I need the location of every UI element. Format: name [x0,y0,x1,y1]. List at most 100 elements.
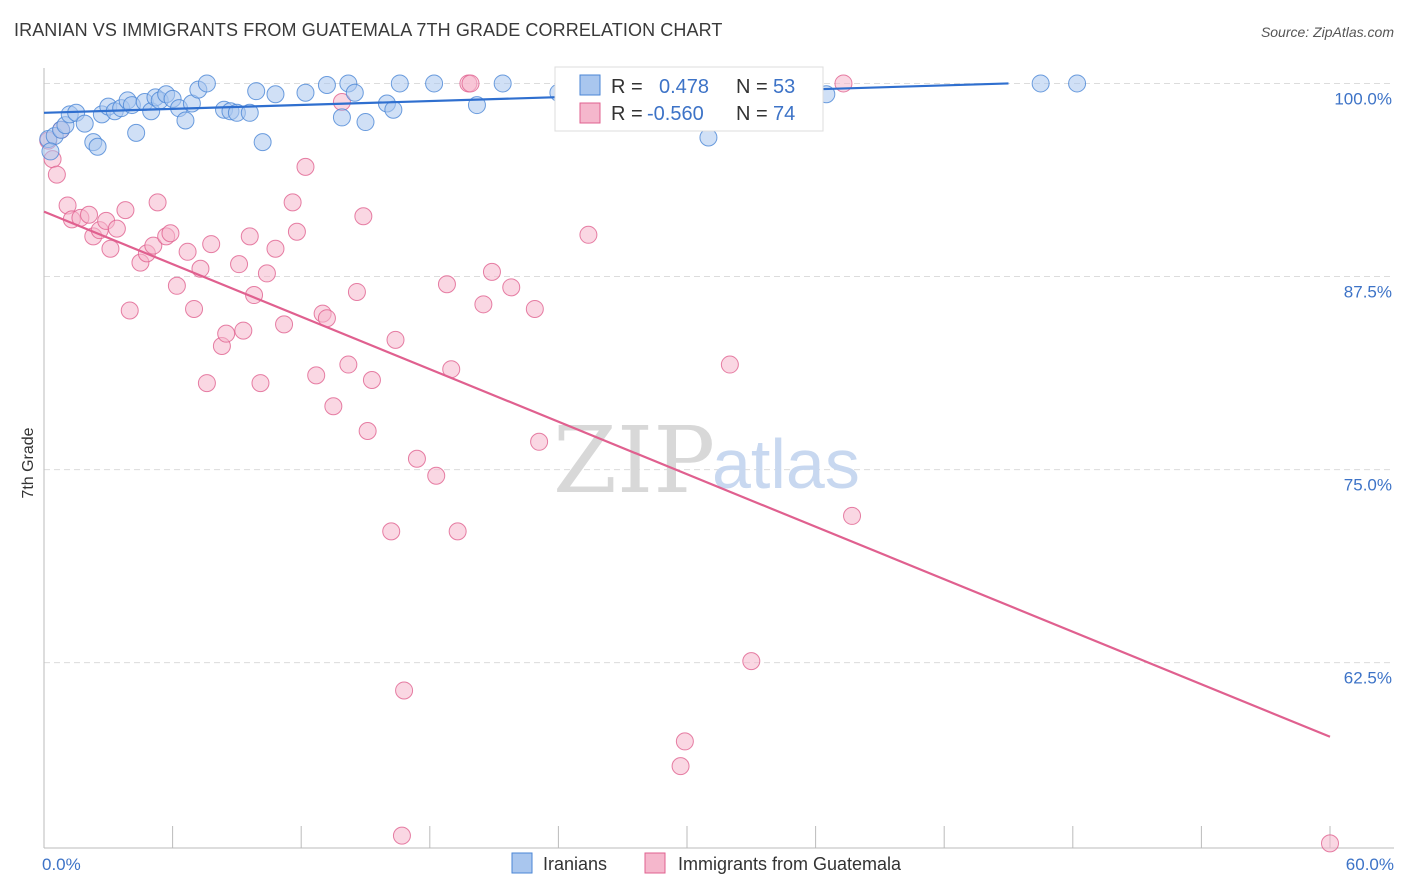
iranian-point [493,74,512,93]
iranian-point [75,114,94,133]
legend-swatch-iranians [579,74,601,96]
iranian-point [699,128,718,147]
y-tick-label: 100.0% [1334,89,1392,108]
guatemala-point [324,397,343,416]
iranian-point [41,142,60,161]
legend-n-value-1: 53 [773,76,795,98]
trendline-guatemala [43,210,1331,738]
iranian-point [176,111,195,130]
guatemala-point [407,449,426,468]
iranian-point [345,83,364,102]
guatemala-point [161,224,180,243]
chart-title: IRANIAN VS IMMIGRANTS FROM GUATEMALA 7TH… [14,20,723,40]
guatemala-point [230,255,249,274]
watermark: ZIP atlas [553,407,860,514]
x-tick-label-min: 0.0% [42,855,81,874]
data-points [39,74,1339,853]
legend-n-label-1: N = [736,76,768,98]
iranian-point [390,74,409,93]
trend-lines [43,82,1331,738]
source-credit: Source: ZipAtlas.com [1260,24,1394,40]
x-tick-label-max: 60.0% [1346,855,1394,874]
guatemala-point [197,374,216,393]
iranian-point [1031,74,1050,93]
iranian-point [332,108,351,127]
trendline-iranians [43,82,1009,114]
y-tick-label: 87.5% [1344,283,1392,302]
bottom-legend-iranians: Iranians [543,854,607,874]
guatemala-point [354,207,373,226]
legend-r-label-1: R = [611,76,643,98]
guatemala-point [437,275,456,294]
iranian-point [197,74,216,93]
iranian-point [253,133,272,152]
guatemala-point [217,324,236,343]
iranian-point [356,113,375,132]
guatemala-point [461,74,480,93]
guatemala-point [579,225,598,244]
legend-r-value-2: -0.560 [647,103,704,125]
legend-r-value-1: 0.478 [659,76,709,98]
guatemala-point [47,165,66,184]
legend-swatch-guatemala [579,102,601,124]
guatemala-point [266,239,285,258]
bottom-legend-swatch-guatemala [644,852,666,874]
guatemala-point [347,282,366,301]
iranian-point [266,85,285,104]
iranian-point [127,123,146,142]
guatemala-point [502,278,521,297]
guatemala-point [257,264,276,283]
y-tick-label: 62.5% [1344,669,1392,688]
guatemala-point [167,276,186,295]
y-axis-label: 7th Grade [20,427,37,498]
guatemala-point [392,826,411,845]
guatemala-point [234,321,253,340]
guatemala-point [116,201,135,220]
guatemala-point [382,522,401,541]
guatemala-point [148,193,167,212]
guatemala-point [144,236,163,255]
guatemala-point [240,227,259,246]
guatemala-point [448,522,467,541]
iranian-point [88,137,107,156]
correlation-legend: R = 0.478 N = 53 R = -0.560 N = 74 [554,66,824,132]
x-tick-labels: 0.0% 60.0% [42,855,1394,874]
iranian-point [296,83,315,102]
iranian-point [384,100,403,119]
guatemala-point [530,432,549,451]
guatemala-point [525,299,544,318]
iranian-point [240,103,259,122]
guatemala-point [671,757,690,776]
guatemala-point [283,193,302,212]
guatemala-point [474,295,493,314]
guatemala-point [202,235,221,254]
guatemala-point [101,239,120,258]
watermark-atlas: atlas [712,425,860,503]
iranian-point [1068,74,1087,93]
y-tick-label: 75.0% [1344,476,1392,495]
axes [43,68,1394,849]
iranian-point [247,82,266,101]
guatemala-point [1321,834,1339,853]
guatemala-point [275,315,294,334]
grid-lines [44,82,1394,664]
guatemala-point [427,466,446,485]
guatemala-point [80,205,99,224]
guatemala-point [120,301,139,320]
guatemala-point [362,371,381,389]
guatemala-point [720,355,739,374]
series-legend: Iranians Immigrants from Guatemala [511,852,902,874]
guatemala-point [386,330,405,349]
guatemala-point [482,262,501,281]
y-tick-labels: 62.5% 75.0% 87.5% 100.0% [1334,89,1392,687]
guatemala-point [339,355,358,374]
guatemala-point [296,157,315,176]
guatemala-point [251,374,270,393]
legend-n-value-2: 74 [773,103,795,125]
guatemala-point [307,366,326,385]
bottom-legend-swatch-iranians [511,852,533,874]
bottom-legend-guatemala: Immigrants from Guatemala [678,854,902,874]
iranian-point [425,74,444,93]
guatemala-point [395,681,414,700]
